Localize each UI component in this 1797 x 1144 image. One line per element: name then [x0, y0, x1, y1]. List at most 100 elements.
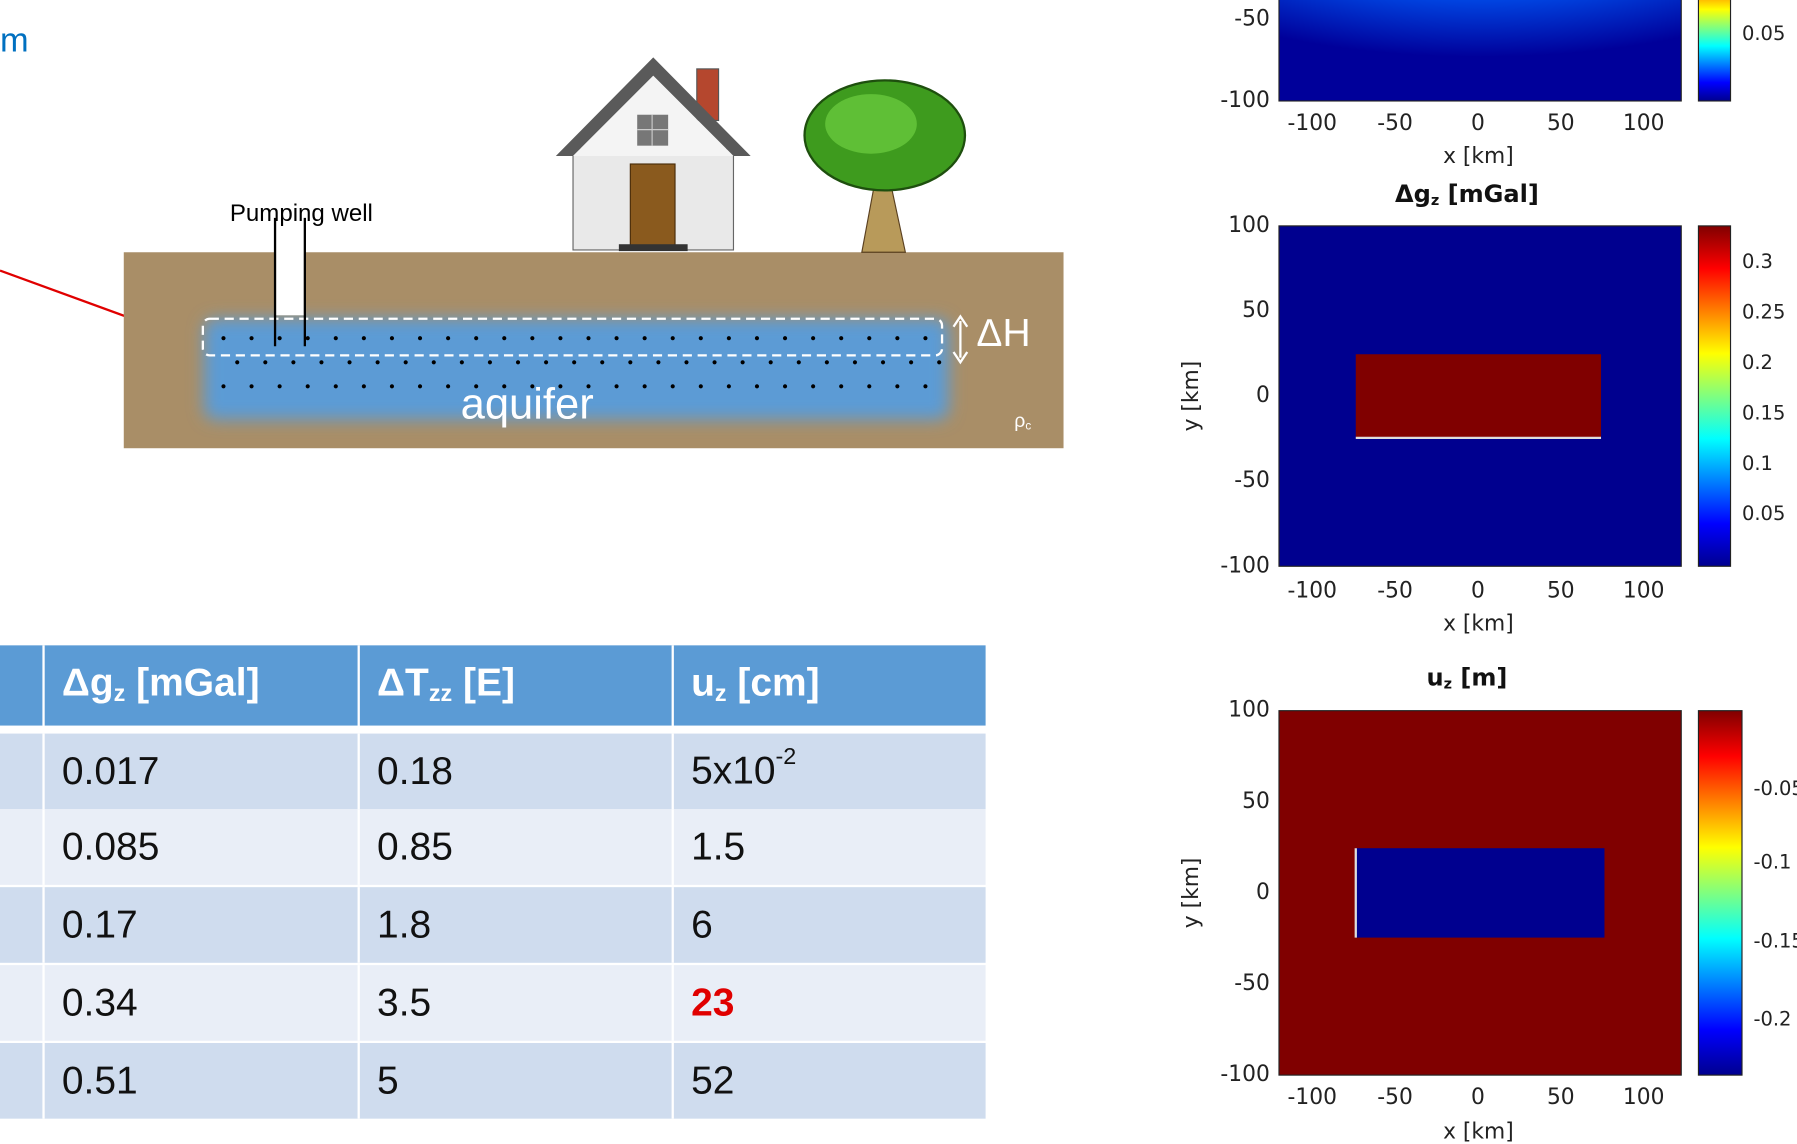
pore-dot [852, 360, 858, 365]
header-row [0, 645, 986, 726]
pore-dot [712, 360, 717, 365]
pore-dot [544, 360, 549, 365]
table-cell: 5x10-2 [691, 743, 796, 793]
map-plot: -50 -100 -100 -50 0 50 100 x [km] 0.05 [1220, 0, 1785, 169]
x-axis-label: x [km] [1443, 144, 1514, 169]
header-cell: ΔTzz [E] [377, 662, 515, 707]
thickness-label: ΔH [976, 312, 1030, 355]
pore-dot [530, 336, 535, 341]
y-tick-label: -50 [1234, 468, 1270, 493]
pore-dot [782, 384, 788, 389]
pore-dot [867, 384, 872, 389]
pore-dot [782, 336, 788, 341]
text-part: [m] [1452, 664, 1507, 692]
map-field [1278, 0, 1682, 102]
subscript: z [1431, 193, 1439, 209]
y-tick-label: -50 [1234, 971, 1270, 996]
pore-dot [895, 384, 900, 389]
pore-dot [670, 384, 675, 389]
pore-dot [530, 384, 535, 389]
pore-dot [726, 336, 731, 341]
pore-dot [319, 360, 324, 365]
density-label: ρc [1014, 410, 1031, 433]
pore-dot [811, 336, 816, 341]
text-part: ΔT [377, 662, 429, 705]
x-tick-label: 100 [1623, 111, 1665, 136]
anomaly-region [1355, 354, 1602, 438]
text-part: 5x10 [691, 750, 775, 793]
colorbar-tick-label: -0.2 [1753, 1008, 1791, 1031]
pore-dots [221, 336, 942, 389]
colorbar [1697, 710, 1743, 1076]
colorbar [1697, 225, 1732, 567]
colorbar-tick-label: -0.05 [1753, 777, 1797, 800]
pore-dot [811, 384, 816, 389]
pore-dot [614, 384, 619, 389]
pore-dot [474, 336, 479, 341]
pore-dot [824, 360, 829, 365]
x-tick-label: -100 [1288, 1085, 1337, 1110]
pore-dot [305, 336, 310, 341]
y-axis-label: y [km] [1179, 361, 1204, 432]
colorbar-tick-label: 0.15 [1742, 401, 1785, 424]
colorbar-tick-label: 0.1 [1742, 452, 1773, 475]
pore-dot [614, 336, 619, 341]
y-tick-label: 100 [1228, 213, 1270, 238]
thickness-arrow [952, 314, 969, 365]
x-tick-label: 100 [1623, 578, 1665, 603]
y-tick-label: -100 [1220, 88, 1269, 113]
header-cell: Δgz [mGal] [62, 662, 260, 707]
pore-dot [642, 384, 647, 389]
pore-dot [600, 360, 605, 365]
text-part: [E] [452, 662, 515, 705]
pore-dot [880, 360, 886, 365]
pore-dot [502, 384, 507, 389]
text-part: [cm] [727, 662, 820, 705]
pore-dot [923, 384, 928, 389]
pore-dot [754, 384, 760, 389]
table-row [0, 887, 986, 963]
map-plot: Δgz [mGal] 100 50 0 -50 -100 -100 -50 0 50 100 x [k… [1179, 180, 1785, 637]
text-part: [mGal] [1439, 180, 1539, 208]
colorbar [1697, 0, 1732, 102]
table-cell: 0.017 [62, 750, 159, 793]
colorbar-tick-label: 0.25 [1742, 300, 1785, 323]
pore-dot [558, 336, 563, 341]
colorbar-tick-label: -0.15 [1753, 930, 1797, 953]
colorbar-tick-label: -0.1 [1753, 851, 1791, 874]
y-tick-label: -100 [1220, 553, 1269, 578]
x-tick-label: 50 [1547, 1085, 1575, 1110]
subscript: z [1444, 677, 1452, 693]
table-cell: 0.17 [62, 904, 138, 947]
pore-dot [347, 360, 352, 365]
pore-dot [249, 336, 254, 341]
pore-dot [403, 360, 408, 365]
x-tick-label: -50 [1377, 1085, 1413, 1110]
pore-dot [361, 384, 366, 389]
anomaly-region [1355, 848, 1605, 938]
pore-dot [839, 336, 844, 341]
table-cell: 3.5 [377, 982, 431, 1025]
map-plot: uz [m] 100 50 0 -50 -100 -100 -50 0 50 100 x [km] y … [1179, 664, 1797, 1144]
pore-dot [487, 360, 492, 365]
pore-dot [417, 384, 423, 389]
pore-dot [249, 384, 254, 389]
subscript: zz [429, 680, 452, 706]
pore-dot [291, 360, 296, 365]
pore-dot [417, 336, 423, 341]
aquifer-label: aquifer [461, 380, 594, 428]
table-cell: 0.51 [62, 1059, 138, 1102]
x-tick-label: 50 [1547, 578, 1575, 603]
pore-dot [446, 336, 451, 341]
pore-dot [446, 384, 451, 389]
pore-dot [796, 360, 801, 365]
pore-dot [768, 360, 773, 365]
y-axis-label: y [km] [1179, 858, 1204, 929]
table-row [0, 965, 986, 1041]
text-part: ρ [1014, 410, 1025, 432]
data-table: Δgz [mGal] ΔTzz [E] uz [cm]0.017 0.18 5x10-2… [0, 645, 986, 1119]
colorbar-tick-label: 0.2 [1742, 351, 1773, 374]
x-axis-label: x [km] [1443, 1119, 1514, 1144]
